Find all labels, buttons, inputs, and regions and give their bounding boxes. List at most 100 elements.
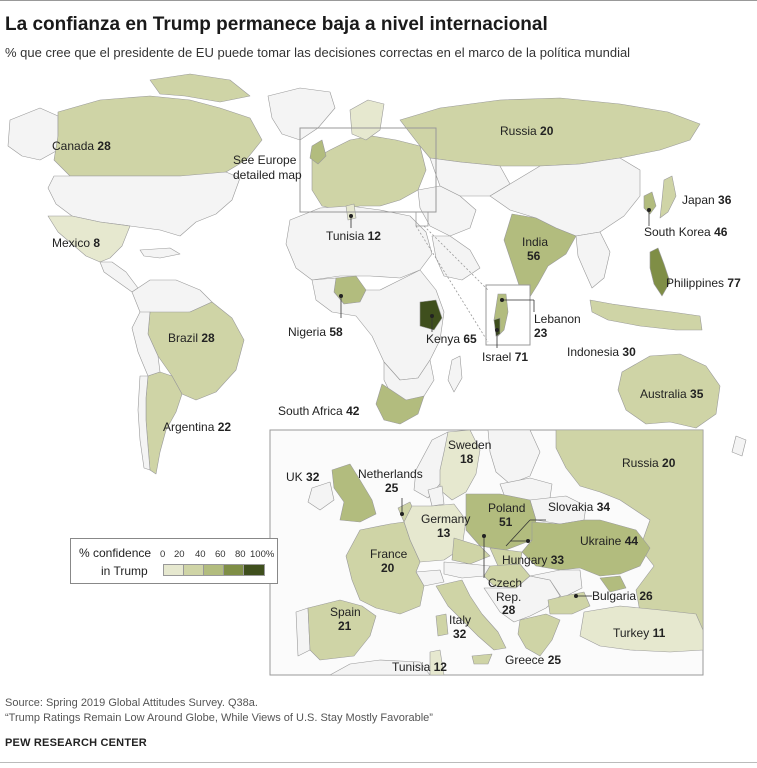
chile-shape — [137, 375, 151, 471]
label-south-korea: South Korea 46 — [644, 225, 728, 239]
eu-label-tunisia: Tunisia 12 — [392, 660, 447, 674]
label-indonesia: Indonesia 30 — [567, 345, 636, 359]
eu-label-turkey: Turkey 11 — [613, 626, 666, 640]
bulgaria-shape — [547, 591, 591, 615]
bottom-rule — [0, 762, 757, 763]
label-nigeria: Nigeria 58 — [288, 325, 343, 339]
inset-connector-1 — [423, 225, 489, 291]
caribbean-shape — [139, 247, 181, 259]
middle-east-small-box — [415, 211, 429, 227]
chart-subtitle: % que cree que el presidente de EU puede… — [5, 45, 631, 60]
portugal-shape — [295, 607, 311, 657]
greece-shape — [517, 613, 561, 657]
label-argentina: Argentina 22 — [163, 420, 232, 434]
label-canada: Canada 28 — [52, 139, 111, 153]
indonesia-shape — [589, 299, 703, 331]
source-line2: “Trump Ratings Remain Low Around Globe, … — [5, 712, 433, 724]
label-philippines: Philippines 77 — [666, 276, 741, 290]
middle-east-shape — [417, 185, 477, 237]
europe-note-line1: See Europe — [233, 153, 297, 167]
label-lebanon: Lebanon — [534, 312, 581, 326]
africa-north-shape — [285, 205, 433, 281]
south-africa-shape — [375, 383, 425, 425]
crimea-shape — [599, 575, 627, 593]
ukraine-shape — [521, 519, 651, 577]
scandinavia-world-shape — [349, 99, 385, 141]
eu-label-ukraine: Ukraine 44 — [580, 534, 639, 548]
korea-shape — [643, 191, 657, 215]
sweden-shape — [439, 429, 481, 501]
legend-tick-60: 60 — [215, 549, 226, 560]
madagascar-shape — [447, 355, 463, 393]
legend-swatch-5 — [243, 564, 265, 576]
europe-highlight-box — [299, 127, 437, 213]
czech-shape — [451, 537, 491, 565]
legend-tick-80: 80 — [235, 549, 246, 560]
label-tunisia: Tunisia 12 — [326, 229, 381, 243]
japan-shape — [659, 175, 677, 219]
legend-title-line2: in Trump — [101, 564, 148, 578]
eu-label-slovakia: Slovakia 34 — [548, 500, 611, 514]
eu-label-spain: Spain — [330, 605, 361, 619]
canada-islands-shape — [149, 73, 251, 103]
slovakia-shape — [489, 547, 523, 567]
eu-label-germany-value: 13 — [437, 526, 451, 540]
middle-east-inset-box — [485, 284, 531, 346]
label-brazil: Brazil 28 — [168, 331, 215, 345]
india-shape — [503, 213, 577, 301]
label-israel: Israel 71 — [482, 350, 529, 364]
color-legend: % confidence in Trump 0 20 40 60 80 100% — [70, 538, 278, 584]
eu-label-czech: Czech — [488, 576, 523, 590]
eu-label-sweden: Sweden — [448, 438, 492, 452]
eu-label-france: France — [370, 547, 408, 561]
legend-swatch-4 — [223, 564, 245, 576]
se-asia-shape — [575, 231, 611, 289]
sardinia-shape — [435, 613, 449, 637]
uk-world-shape — [309, 139, 327, 165]
eu-label-uk: UK 32 — [286, 470, 320, 484]
africa-central-shape — [311, 269, 445, 381]
label-japan: Japan 36 — [682, 193, 732, 207]
legend-swatch-2 — [183, 564, 205, 576]
greenland-shape — [267, 87, 336, 141]
denmark-shape — [427, 485, 445, 507]
eu-label-poland-value: 51 — [499, 515, 513, 529]
legend-tick-20: 20 — [174, 549, 185, 560]
legend-tick-0: 0 — [160, 549, 166, 560]
philippines-shape — [649, 247, 671, 297]
europe-uk-shape — [331, 463, 377, 523]
inset-connector-2 — [415, 225, 489, 343]
sicily-shape — [471, 653, 493, 665]
pew-brand: PEW RESEARCH CENTER — [5, 737, 147, 749]
label-australia: Australia 35 — [640, 387, 704, 401]
eu-label-netherlands-value: 25 — [385, 481, 399, 495]
eu-label-poland: Poland — [488, 501, 526, 515]
legend-title-line1: % confidence — [79, 546, 152, 560]
legend-tick-100: 100% — [250, 549, 275, 560]
label-russia: Russia 20 — [500, 124, 554, 138]
eu-label-sweden-value: 18 — [460, 452, 474, 466]
alaska-shape — [7, 107, 59, 161]
canada-shape — [53, 95, 263, 179]
eu-label-france-value: 20 — [381, 561, 395, 575]
eu-label-hungary: Hungary 33 — [502, 553, 565, 567]
eu-label-czech-rep: Rep. — [496, 590, 522, 604]
legend-tick-40: 40 — [195, 549, 206, 560]
eu-label-bulgaria: Bulgaria 26 — [592, 589, 653, 603]
turkey-shape — [579, 605, 704, 653]
legend-swatch-3 — [203, 564, 225, 576]
label-mexico: Mexico 8 — [52, 236, 101, 250]
legend-swatch-1 — [163, 564, 185, 576]
europe-world-shape — [311, 135, 427, 211]
label-india-value: 56 — [527, 249, 541, 263]
chart-title: La confianza en Trump permanece baja a n… — [5, 14, 548, 35]
spain-shape — [307, 599, 377, 661]
north-africa-strip-shape — [329, 659, 431, 676]
europe-note-line2: detailed map — [233, 168, 302, 182]
ireland-shape — [307, 481, 335, 511]
eu-label-italy-value: 32 — [453, 627, 467, 641]
romania-shape — [529, 569, 583, 599]
usa-shape — [47, 171, 241, 237]
france-shape — [345, 521, 425, 615]
